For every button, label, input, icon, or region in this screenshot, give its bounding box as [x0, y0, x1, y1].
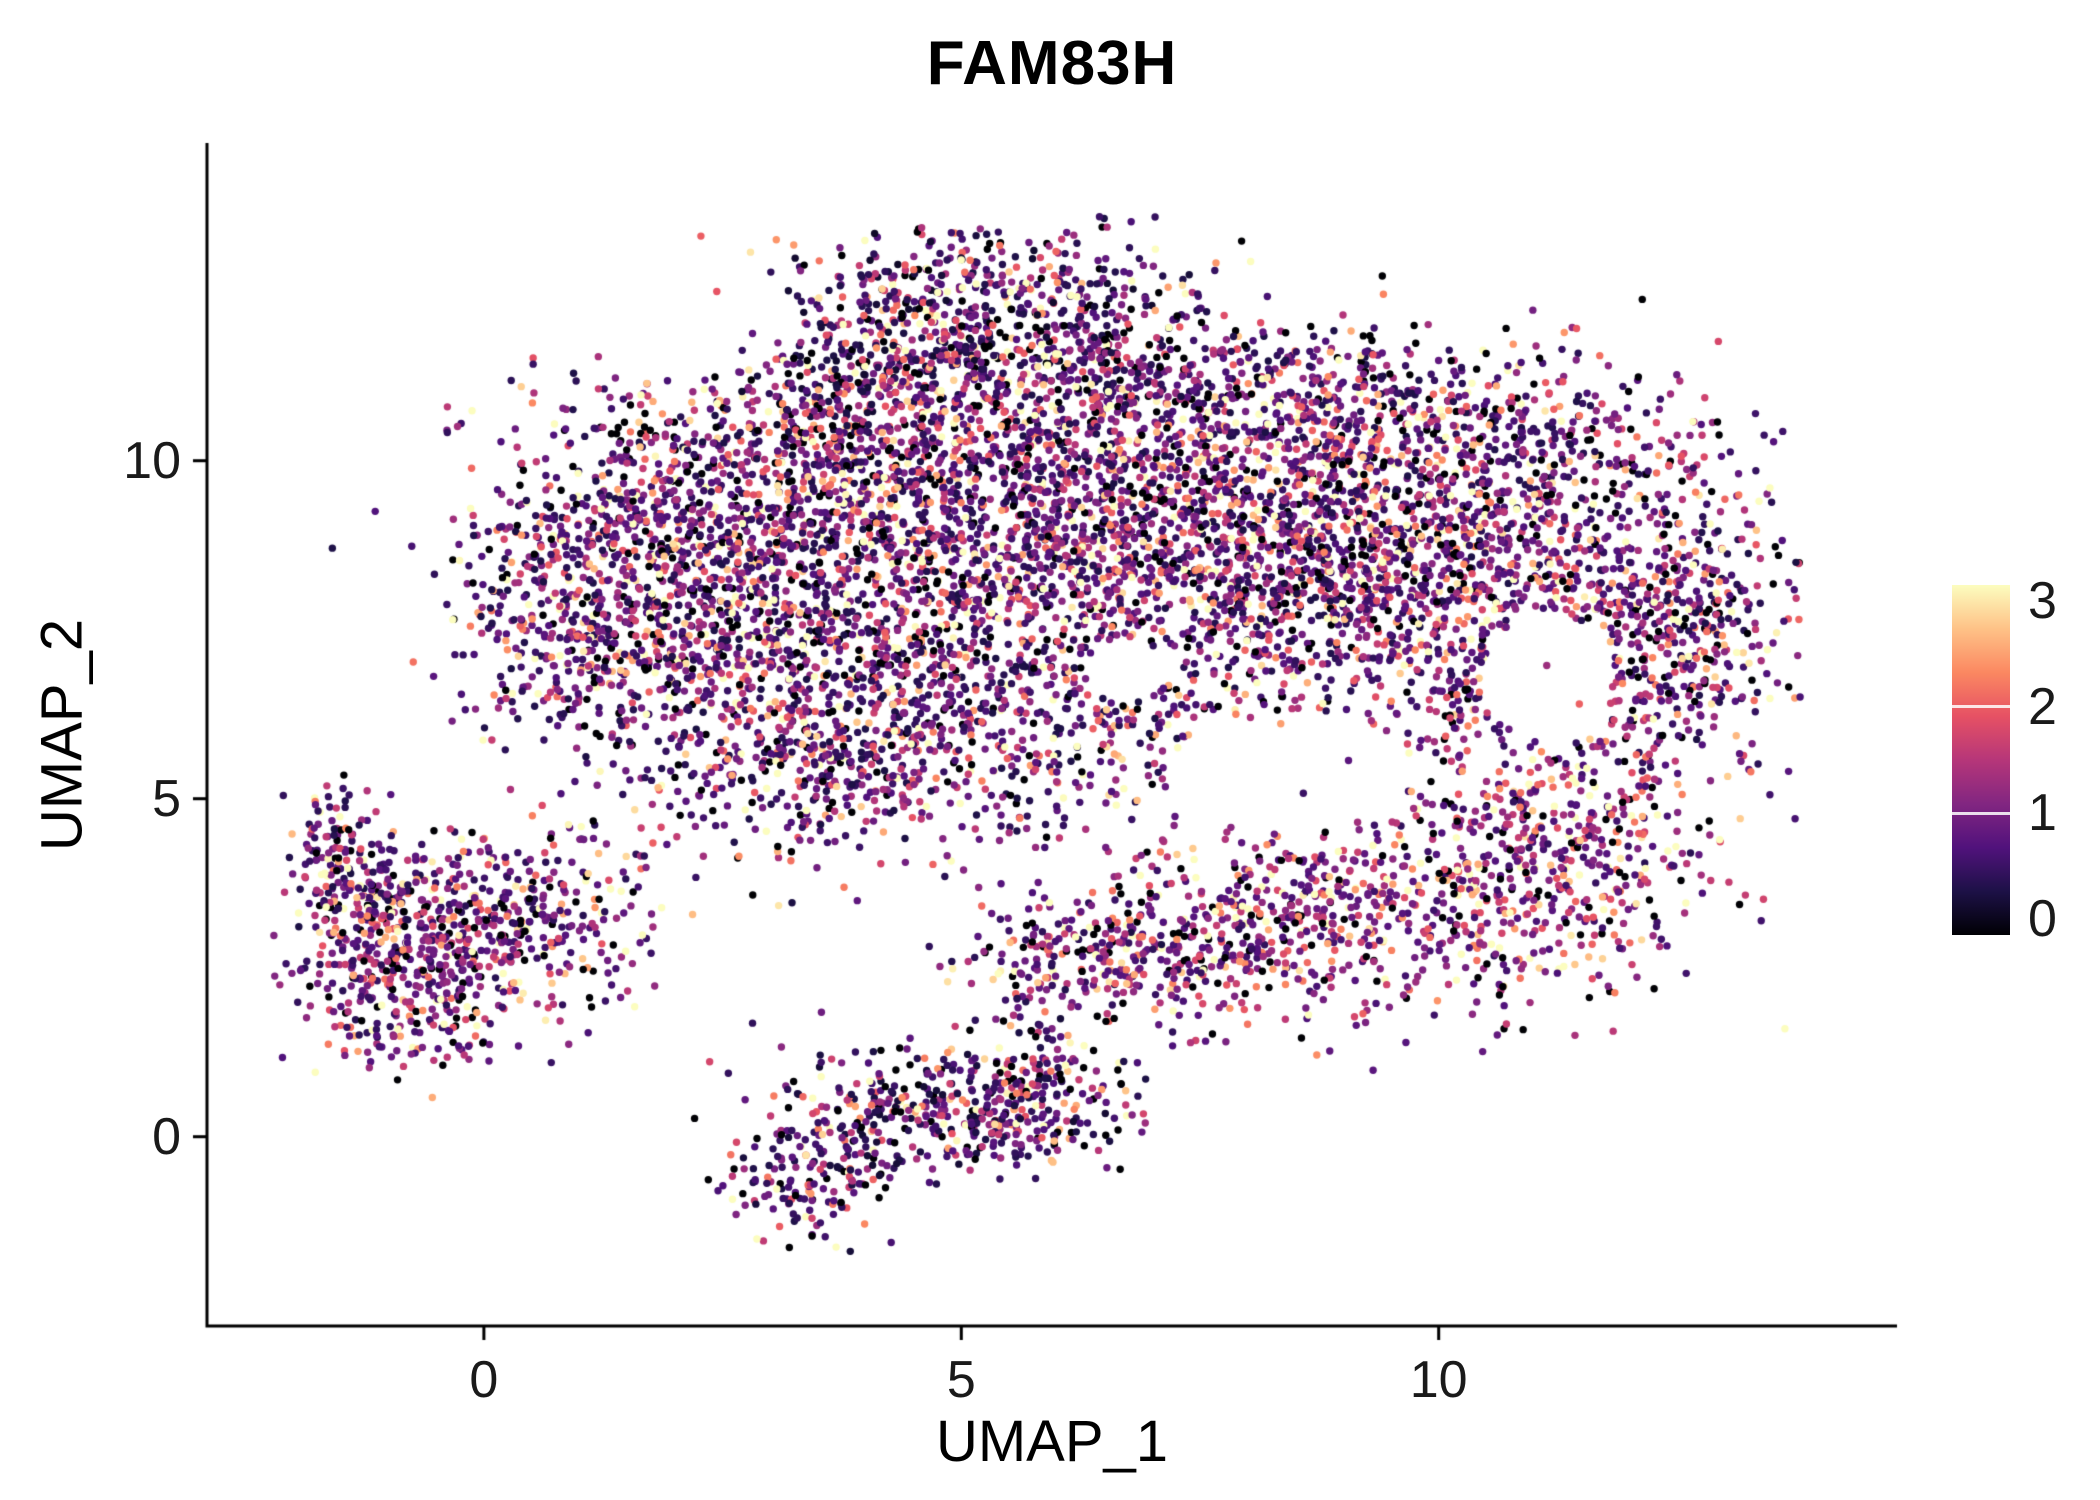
colorbar-tick-label: 3 — [2028, 571, 2057, 630]
colorbar-tick-mark — [1952, 705, 2010, 709]
y-tick-label: 0 — [152, 1107, 181, 1166]
colorbar-tick-mark — [1952, 811, 2010, 815]
x-tick-label: 10 — [1409, 1351, 1468, 1409]
x-axis-title: UMAP_1 — [935, 1409, 1169, 1474]
y-axis-title: UMAP_2 — [29, 618, 95, 852]
colorbar-tick-label: 0 — [2028, 890, 2057, 949]
colorbar-tick-label: 1 — [2028, 784, 2057, 843]
x-tick-label: 5 — [946, 1351, 976, 1409]
colorbar-gradient — [1952, 585, 2010, 935]
y-tick-label: 10 — [123, 431, 181, 490]
plot-title: FAM83H — [926, 29, 1178, 98]
colorbar — [1952, 585, 2010, 935]
x-tick-label: 0 — [469, 1351, 499, 1409]
y-tick-label: 5 — [152, 769, 181, 828]
colorbar-tick-label: 2 — [2028, 677, 2057, 736]
